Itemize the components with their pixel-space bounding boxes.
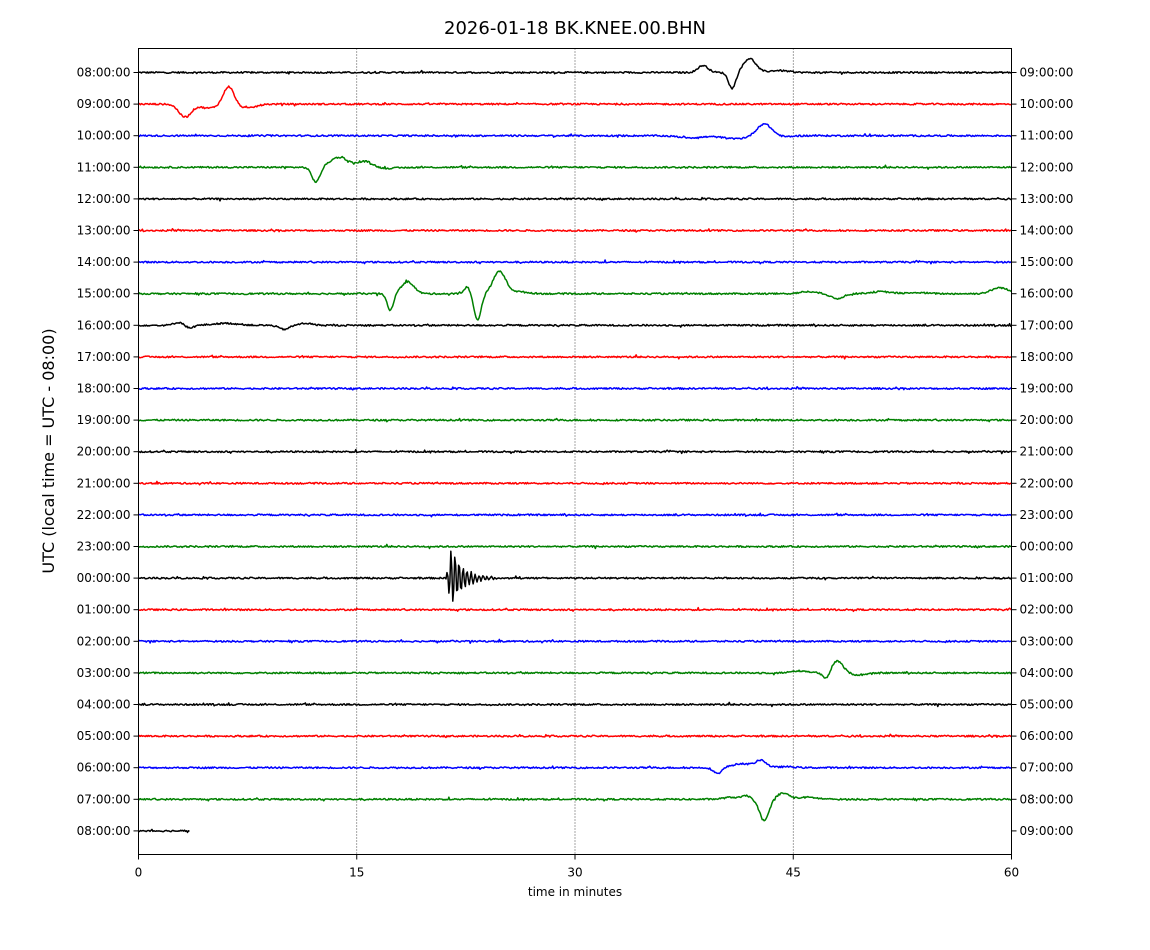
trace-group xyxy=(137,57,1013,834)
trace-line-row-8 xyxy=(138,321,1012,331)
trace-line-row-21 xyxy=(137,733,1012,739)
trace-line-row-2 xyxy=(138,123,1012,140)
trace-line-row-5 xyxy=(138,227,1012,233)
trace-line-row-0 xyxy=(138,57,1012,90)
left-row-label: 23:00:00 xyxy=(77,540,131,554)
left-row-label: 04:00:00 xyxy=(77,698,131,712)
x-tick-label: 15 xyxy=(349,866,364,880)
trace-line-row-23 xyxy=(137,792,1012,822)
left-row-label: 07:00:00 xyxy=(77,792,131,806)
right-row-label: 11:00:00 xyxy=(1020,129,1074,143)
left-row-label: 06:00:00 xyxy=(77,761,131,775)
left-row-label: 17:00:00 xyxy=(77,350,131,364)
left-row-label: 15:00:00 xyxy=(77,287,131,301)
right-row-label: 15:00:00 xyxy=(1020,255,1074,269)
left-row-label: 08:00:00 xyxy=(77,66,131,80)
left-row-label: 18:00:00 xyxy=(77,382,131,396)
right-row-labels: 09:00:00 10:00:00 11:00:00 12:00:00 13:00:00… xyxy=(1011,66,1074,838)
right-row-label: 18:00:00 xyxy=(1020,350,1074,364)
left-row-label: 19:00:00 xyxy=(77,413,131,427)
chart-title: 2026-01-18 BK.KNEE.00.BHN xyxy=(444,18,706,39)
trace-line-row-6 xyxy=(138,259,1012,265)
x-axis-label: time in minutes xyxy=(528,885,622,899)
trace-line-row-14 xyxy=(138,512,1013,518)
left-row-label: 08:00:00 xyxy=(77,824,131,838)
right-row-label: 00:00:00 xyxy=(1020,540,1074,554)
x-tick-label: 60 xyxy=(1004,866,1019,880)
plot-frame xyxy=(138,48,1012,855)
left-row-label: 16:00:00 xyxy=(77,318,131,332)
right-row-label: 23:00:00 xyxy=(1020,508,1074,522)
left-row-label: 14:00:00 xyxy=(77,255,131,269)
right-row-label: 09:00:00 xyxy=(1020,824,1074,838)
right-row-label: 20:00:00 xyxy=(1020,413,1074,427)
right-row-label: 04:00:00 xyxy=(1020,666,1074,680)
right-row-label: 21:00:00 xyxy=(1020,445,1074,459)
trace-line-row-16 xyxy=(138,550,1013,602)
trace-line-row-19 xyxy=(138,659,1013,679)
right-row-label: 02:00:00 xyxy=(1020,603,1074,617)
x-tick-label: 30 xyxy=(567,866,582,880)
trace-line-row-11 xyxy=(138,417,1012,423)
right-row-label: 16:00:00 xyxy=(1020,287,1074,301)
left-row-label: 11:00:00 xyxy=(77,160,131,174)
right-row-label: 10:00:00 xyxy=(1020,97,1074,111)
trace-line-row-20 xyxy=(138,701,1012,708)
trace-line-row-17 xyxy=(138,606,1012,613)
right-row-label: 01:00:00 xyxy=(1020,571,1074,585)
left-row-label: 05:00:00 xyxy=(77,729,131,743)
right-row-label: 19:00:00 xyxy=(1020,382,1074,396)
trace-line-row-1 xyxy=(138,85,1012,119)
trace-line-row-7 xyxy=(137,270,1012,321)
left-row-label: 20:00:00 xyxy=(77,445,131,459)
right-row-label: 03:00:00 xyxy=(1020,634,1074,648)
right-row-label: 05:00:00 xyxy=(1020,698,1074,712)
trace-line-row-18 xyxy=(138,638,1012,644)
trace-line-row-9 xyxy=(137,354,1012,360)
y-axis-label: UTC (local time = UTC - 08:00) xyxy=(39,328,58,573)
right-row-label: 13:00:00 xyxy=(1020,192,1074,206)
right-row-label: 17:00:00 xyxy=(1020,318,1074,332)
left-row-label: 09:00:00 xyxy=(77,97,131,111)
left-row-label: 03:00:00 xyxy=(77,666,131,680)
left-row-label: 22:00:00 xyxy=(77,508,131,522)
trace-line-row-4 xyxy=(137,196,1012,202)
left-row-label: 01:00:00 xyxy=(77,603,131,617)
trace-line-row-3 xyxy=(138,155,1012,184)
trace-line-row-10 xyxy=(138,385,1012,391)
left-row-label: 02:00:00 xyxy=(77,634,131,648)
x-tick-label: 45 xyxy=(786,866,801,880)
left-row-labels: 08:00:00 09:00:00 10:00:00 11:00:00 12:00:00… xyxy=(77,66,139,838)
left-row-label: 21:00:00 xyxy=(77,476,131,490)
trace-line-row-13 xyxy=(138,480,1012,486)
x-tick-label: 0 xyxy=(135,866,143,880)
left-row-label: 12:00:00 xyxy=(77,192,131,206)
right-row-label: 09:00:00 xyxy=(1020,66,1074,80)
trace-line-row-15 xyxy=(138,543,1012,550)
right-row-label: 08:00:00 xyxy=(1020,792,1074,806)
trace-line-row-22 xyxy=(137,758,1012,775)
x-axis-ticks: 0 15 30 45 60 xyxy=(135,854,1019,880)
trace-line-row-24 xyxy=(138,828,190,834)
right-row-label: 22:00:00 xyxy=(1020,476,1074,490)
trace-line-row-12 xyxy=(138,448,1012,455)
right-row-label: 07:00:00 xyxy=(1020,761,1074,775)
left-row-label: 13:00:00 xyxy=(77,224,131,238)
left-row-label: 00:00:00 xyxy=(77,571,131,585)
left-row-label: 10:00:00 xyxy=(77,129,131,143)
right-row-label: 12:00:00 xyxy=(1020,160,1074,174)
right-row-label: 06:00:00 xyxy=(1020,729,1074,743)
right-row-label: 14:00:00 xyxy=(1020,224,1074,238)
